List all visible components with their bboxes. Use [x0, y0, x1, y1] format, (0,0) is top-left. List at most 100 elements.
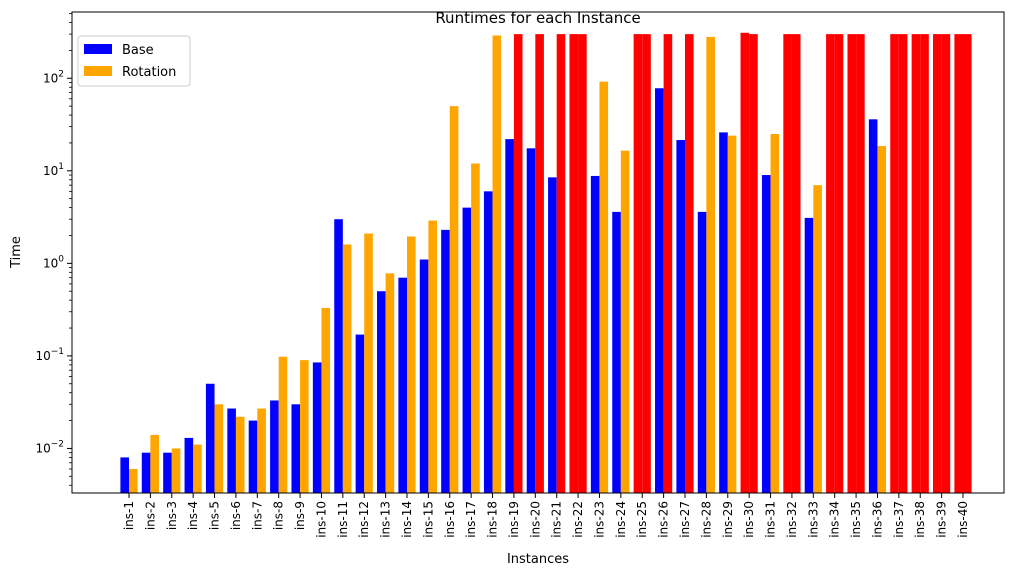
bar-rotation-ins-4 — [193, 444, 202, 493]
x-tick-label: ins-19 — [507, 501, 521, 538]
bar-base-ins-9 — [291, 404, 301, 493]
chart-title: Runtimes for each Instance — [435, 9, 640, 27]
bar-base-ins-21 — [548, 177, 557, 493]
x-tick-label: ins-1 — [122, 501, 136, 530]
bar-rotation-ins-23 — [599, 81, 609, 494]
bar-rotation-ins-22 — [578, 34, 587, 494]
y-tick-label: 10−2 — [35, 439, 64, 455]
bar-rotation-ins-20 — [535, 34, 544, 494]
bar-rotation-ins-29 — [727, 135, 737, 493]
legend-label-base: Base — [122, 43, 154, 58]
x-tick-label: ins-17 — [464, 501, 478, 538]
bar-base-ins-29 — [719, 132, 728, 493]
bar-base-ins-27 — [676, 140, 685, 494]
bar-base-ins-11 — [334, 219, 343, 493]
bar-base-ins-3 — [163, 452, 172, 493]
bar-rotation-ins-21 — [556, 34, 566, 494]
bar-base-ins-13 — [377, 291, 386, 493]
x-tick-label: ins-29 — [721, 501, 735, 538]
bar-base-ins-20 — [526, 148, 536, 493]
bar-rotation-ins-3 — [171, 448, 181, 493]
x-tick-label: ins-10 — [314, 501, 328, 538]
x-tick-label: ins-39 — [935, 501, 949, 538]
x-tick-label: ins-40 — [956, 501, 970, 538]
bar-rotation-ins-25 — [642, 34, 651, 494]
x-tick-label: ins-14 — [400, 501, 414, 538]
bar-rotation-ins-11 — [342, 244, 352, 493]
bar-rotation-ins-8 — [278, 356, 288, 493]
bar-rotation-ins-9 — [300, 360, 309, 493]
bar-base-ins-12 — [355, 334, 365, 493]
x-tick-label: ins-21 — [550, 501, 564, 538]
x-tick-label: ins-26 — [657, 501, 671, 538]
x-tick-label: ins-33 — [806, 501, 820, 538]
bar-base-ins-16 — [441, 229, 450, 493]
bar-base-ins-36 — [868, 119, 878, 493]
x-tick-label: ins-16 — [443, 501, 457, 538]
x-tick-label: ins-36 — [870, 501, 884, 538]
bar-base-ins-22 — [569, 34, 579, 494]
bar-rotation-ins-1 — [129, 468, 138, 493]
bar-rotation-ins-33 — [813, 185, 822, 493]
bar-base-ins-4 — [184, 437, 194, 493]
x-tick-label: ins-25 — [635, 501, 649, 538]
x-tick-label: ins-4 — [186, 501, 200, 530]
x-axis: ins-1 ins-2 ins-3 ins-4 ins-5 ins-6 ins-7 ins-8… — [122, 493, 970, 538]
x-tick-label: ins-35 — [849, 501, 863, 538]
bar-rotation-ins-39 — [941, 34, 951, 494]
bar-rotation-ins-18 — [492, 35, 502, 493]
x-tick-label: ins-27 — [678, 501, 692, 538]
x-tick-label: ins-12 — [357, 501, 371, 538]
bar-rotation-ins-31 — [770, 133, 780, 494]
y-tick-label: 100 — [43, 254, 64, 270]
bars-group — [120, 32, 972, 494]
bar-base-ins-1 — [120, 457, 129, 493]
x-tick-label: ins-23 — [592, 501, 606, 538]
x-tick-label: ins-15 — [421, 501, 435, 538]
bar-rotation-ins-13 — [385, 273, 395, 493]
x-tick-label: ins-37 — [892, 501, 906, 538]
y-tick-label: 101 — [43, 162, 64, 178]
bar-base-ins-15 — [419, 259, 429, 493]
bar-rotation-ins-26 — [663, 34, 673, 494]
x-tick-label: ins-20 — [528, 501, 542, 538]
bar-base-ins-7 — [248, 420, 258, 493]
x-tick-label: ins-9 — [293, 501, 307, 530]
bar-rotation-ins-24 — [620, 150, 630, 493]
bar-rotation-ins-19 — [513, 34, 523, 494]
bar-base-ins-40 — [954, 34, 963, 494]
bar-base-ins-30 — [740, 32, 750, 493]
x-tick-label: ins-6 — [229, 501, 243, 530]
legend-swatch-rotation — [84, 66, 112, 76]
bar-rotation-ins-32 — [791, 34, 801, 494]
bar-rotation-ins-2 — [150, 434, 159, 493]
x-tick-label: ins-3 — [165, 501, 179, 530]
x-axis-title: Instances — [507, 552, 569, 567]
bar-base-ins-31 — [761, 175, 771, 494]
x-tick-label: ins-28 — [699, 501, 713, 538]
bar-base-ins-39 — [933, 34, 942, 494]
bar-rotation-ins-38 — [920, 34, 929, 494]
x-tick-label: ins-38 — [913, 501, 927, 538]
x-tick-label: ins-30 — [742, 501, 756, 538]
bar-rotation-ins-27 — [685, 34, 694, 494]
x-tick-label: ins-5 — [208, 501, 222, 530]
bar-rotation-ins-17 — [471, 163, 480, 494]
bar-base-ins-35 — [847, 34, 857, 494]
bar-base-ins-26 — [655, 88, 664, 493]
bar-base-ins-19 — [505, 139, 514, 493]
bar-rotation-ins-6 — [235, 416, 245, 493]
bar-rotation-ins-28 — [706, 36, 715, 493]
bar-base-ins-23 — [590, 175, 600, 493]
bar-rotation-ins-34 — [834, 34, 844, 494]
bar-base-ins-14 — [398, 277, 407, 493]
bar-base-ins-2 — [141, 452, 151, 493]
x-tick-label: ins-22 — [571, 501, 585, 538]
bar-base-ins-17 — [462, 207, 472, 493]
bar-rotation-ins-30 — [749, 34, 758, 494]
bar-base-ins-10 — [312, 362, 322, 493]
bar-rotation-ins-37 — [898, 34, 908, 494]
bar-base-ins-24 — [612, 211, 621, 493]
bar-base-ins-37 — [890, 34, 899, 494]
